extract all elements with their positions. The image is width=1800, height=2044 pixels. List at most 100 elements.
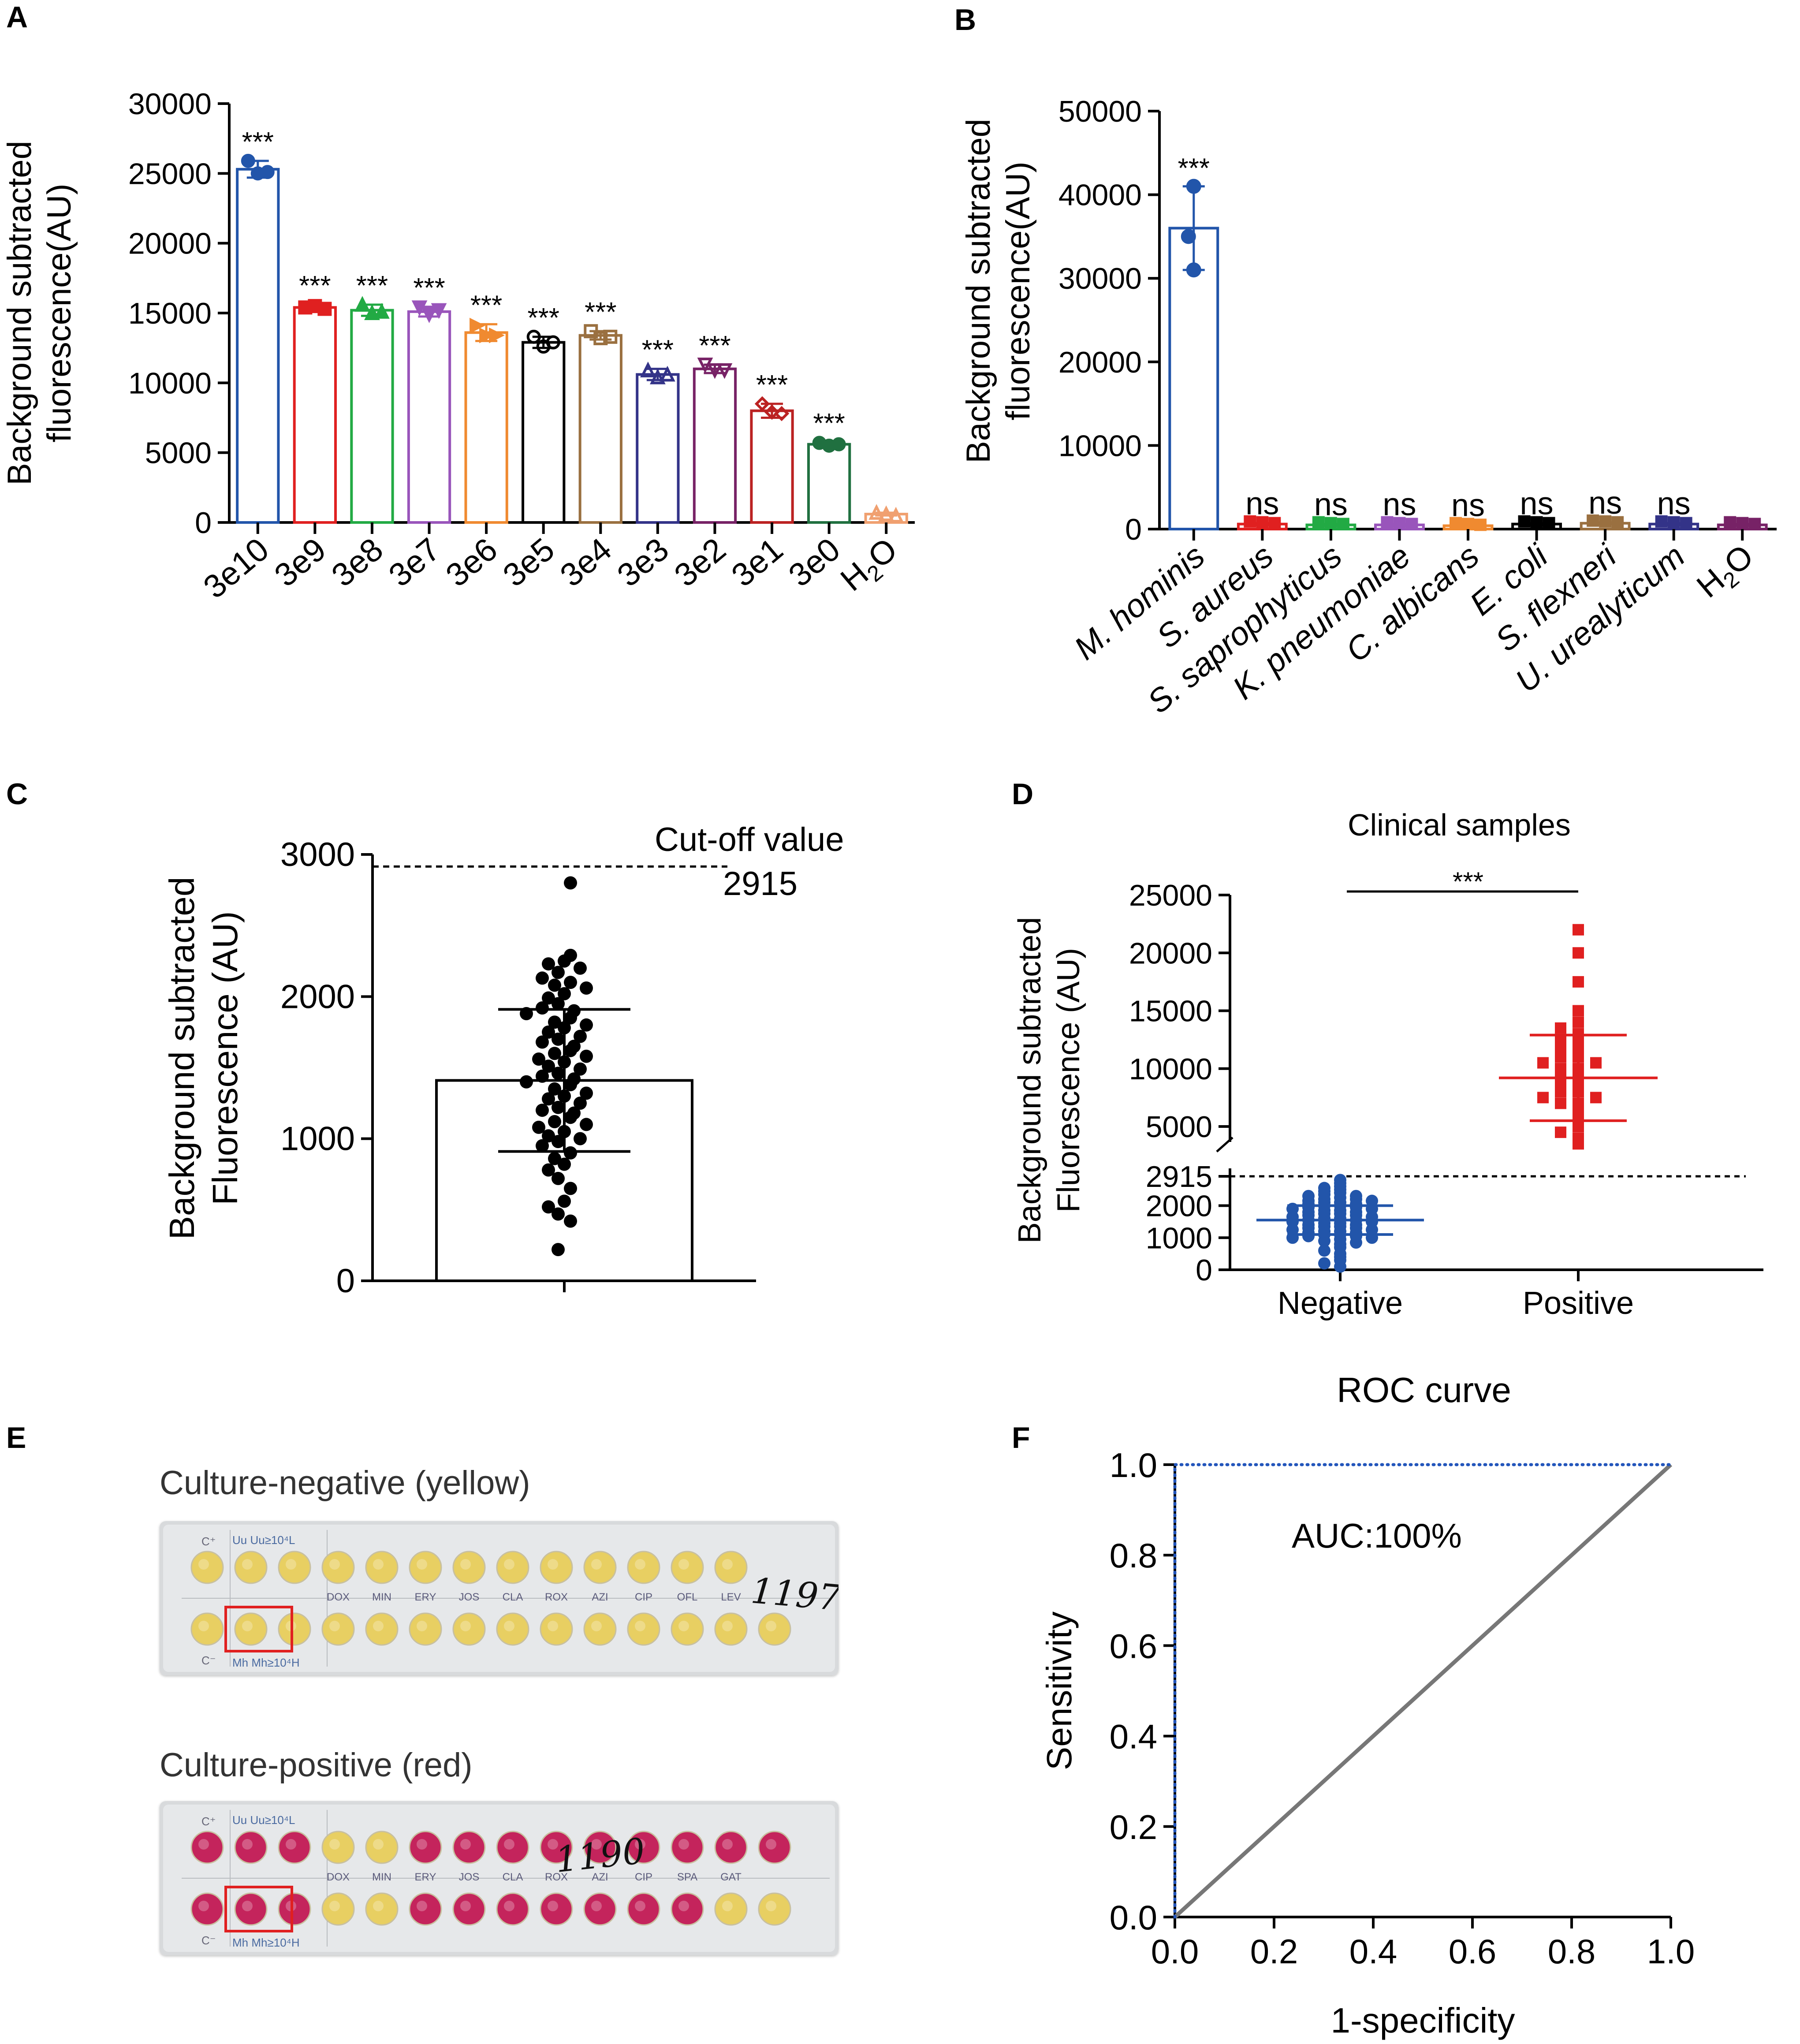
culture-negative-caption: Culture-negative (yellow): [160, 1464, 530, 1502]
x-tick-label: 3e0: [782, 531, 847, 594]
data-point: [1474, 518, 1487, 531]
drug-label: LEV: [721, 1591, 741, 1603]
well-highlight: [548, 1901, 558, 1911]
well: [583, 1892, 617, 1926]
y-tick-label: 40000: [1058, 179, 1142, 212]
well-highlight: [722, 1901, 733, 1911]
well-highlight: [286, 1839, 296, 1850]
bar: [750, 409, 794, 524]
data-point: [1181, 229, 1196, 244]
y-axis-label: Background subtracted Fluorescence (AU): [1012, 917, 1086, 1243]
x-tick-label: 3e1: [724, 531, 790, 594]
y-tick-label: 25000: [128, 157, 212, 190]
y-tick-label: 0: [195, 506, 212, 540]
data-point: [1186, 179, 1201, 194]
culture-negative-plate: C⁺ C⁻ Uu Uu≥10⁴L Mh Mh≥10⁴H DOX MIN ERY JOS CLA R…: [160, 1521, 839, 1675]
x-tick-label: 3e6: [439, 531, 504, 594]
data-point: [1312, 516, 1325, 529]
bar: [407, 310, 451, 524]
data-point: [1655, 515, 1668, 528]
significance-label: ***: [299, 271, 331, 301]
y-axis-label-line: Background subtracted: [1, 141, 38, 485]
well: [671, 1892, 704, 1926]
well-highlight: [460, 1839, 471, 1850]
y-tick-label: 10000: [128, 366, 212, 400]
data-point: [564, 1078, 577, 1092]
well: [540, 1831, 573, 1864]
plate-label-bottom: Mh Mh≥10⁴H: [232, 1936, 300, 1949]
well: [627, 1551, 660, 1584]
well-highlight: [766, 1839, 776, 1850]
negative-data-point: [1302, 1230, 1315, 1242]
data-point: [552, 1207, 565, 1221]
data-point: [548, 978, 561, 992]
data-point: [354, 296, 370, 312]
y-tick-label: 0.0: [1110, 1898, 1157, 1937]
well: [540, 1612, 573, 1646]
drug-label: GAT: [720, 1871, 742, 1883]
well-highlight: [198, 1621, 209, 1631]
data-point: [542, 957, 555, 971]
well: [714, 1551, 748, 1584]
negative-data-point: [1350, 1236, 1362, 1249]
panel-letter-d: D: [1012, 777, 1034, 811]
significance-label: ***: [699, 331, 730, 361]
y-tick-label: 1000: [280, 1120, 355, 1158]
well-highlight: [678, 1559, 689, 1570]
y-tick-label: 2000: [280, 978, 355, 1015]
well-highlight: [635, 1559, 645, 1570]
well: [583, 1551, 617, 1584]
data-point: [542, 1025, 555, 1039]
plate-label-top: Uu Uu≥10⁴L: [232, 1533, 295, 1547]
plate-label-bottom: Mh Mh≥10⁴H: [232, 1656, 300, 1669]
data-point: [479, 327, 495, 343]
chart-title: Clinical samples: [1348, 808, 1571, 842]
data-point: [470, 317, 485, 334]
positive-data-point: [1573, 1005, 1584, 1017]
data-point: [489, 327, 505, 343]
data-point: [536, 1069, 549, 1083]
data-point: [574, 1097, 587, 1110]
plate-corner-label: C⁻: [201, 1934, 216, 1947]
data-point: [552, 966, 565, 979]
y-axis-label-line: fluorescence(AU): [41, 183, 78, 442]
well-highlight: [766, 1621, 776, 1631]
data-point: [546, 335, 560, 350]
well-highlight: [329, 1839, 340, 1850]
bar: [350, 309, 394, 524]
drug-label: CIP: [635, 1591, 652, 1603]
data-point: [1748, 518, 1761, 530]
well-highlight: [678, 1839, 689, 1850]
y-tick-label: 20000: [128, 227, 212, 261]
drug-label: ERY: [415, 1871, 436, 1883]
significance-label: ns: [1657, 486, 1691, 522]
well-highlight: [417, 1839, 427, 1850]
drug-label: JOS: [459, 1871, 480, 1883]
roc-curve: [1173, 1463, 1673, 1919]
well-highlight: [373, 1621, 384, 1631]
y-tick-label: 3000: [280, 836, 355, 873]
data-point: [564, 976, 577, 989]
x-tick-label: 0.8: [1548, 1932, 1595, 1971]
significance-label: ***: [813, 408, 845, 439]
data-point: [580, 1018, 593, 1032]
bar: [578, 334, 622, 524]
significance-label: ***: [756, 370, 788, 400]
y-axis-label: Background subtractedfluorescence(AU): [960, 119, 1037, 463]
well: [321, 1551, 355, 1584]
data-point: [716, 363, 733, 379]
well: [583, 1831, 617, 1864]
data-point: [431, 303, 447, 319]
x-tick-label-part: H: [1690, 562, 1731, 605]
data-point: [558, 1194, 571, 1208]
well: [583, 1612, 617, 1646]
plate-label-top: Uu Uu≥10⁴L: [232, 1813, 295, 1827]
panel-f: ROC curve 0.0 0.2 0.4 0.6 0.8 1.0 0.0 0.2 0.4 0.6 0…: [1040, 1370, 1695, 2040]
well: [452, 1892, 486, 1926]
x-tick-label: 1.0: [1647, 1932, 1695, 1971]
y-tick-label: 5000: [1146, 1110, 1212, 1144]
well: [409, 1551, 442, 1584]
y-axis-label-line: Background subtracted: [960, 119, 997, 463]
significance-label: ns: [1588, 485, 1622, 521]
well: [496, 1551, 529, 1584]
